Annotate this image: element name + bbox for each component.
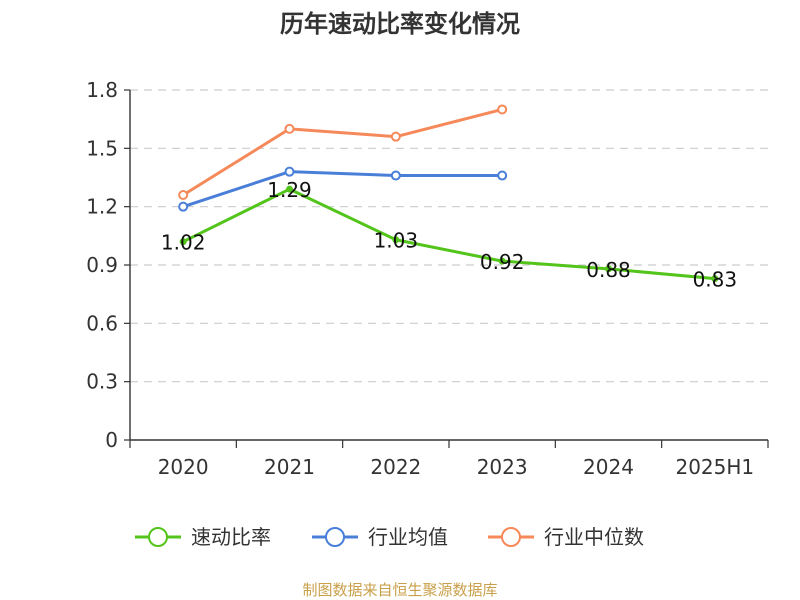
x-tick-label: 2021 [264, 455, 315, 479]
legend-item-0: 速动比率 [135, 525, 271, 549]
gridlines [130, 89, 768, 383]
series-0 [179, 185, 719, 283]
data-label: 0.88 [586, 258, 631, 282]
series-group [178, 104, 719, 283]
x-tick-label: 2025H1 [675, 455, 754, 479]
y-tick-label: 0.6 [86, 311, 118, 335]
y-tick-label: 1.5 [86, 136, 118, 160]
data-point [286, 185, 293, 193]
x-tick-label: 2023 [477, 455, 528, 479]
y-tick-label: 0 [105, 428, 118, 452]
data-point [711, 275, 719, 283]
y-tick-label: 0.9 [86, 253, 118, 277]
series-2 [178, 104, 508, 200]
data-label: 1.29 [267, 178, 312, 202]
x-tick-label: 2024 [583, 455, 634, 479]
data-labels: 1.02 1.29 1.03 0.92 0.88 0.83 [161, 178, 737, 291]
y-tick-label: 1.2 [86, 195, 118, 219]
series-line [182, 187, 715, 281]
legend-item-1: 行业均值 [312, 525, 448, 549]
legend-label: 速动比率 [191, 525, 271, 549]
tick-labels: 0 0.3 0.6 0.9 1.2 1.5 1.8 2020 2021 2022 2023 2024 2… [86, 78, 754, 479]
data-label: 0.83 [693, 268, 738, 292]
data-point [497, 170, 508, 181]
legend-marker [148, 527, 168, 547]
legend-label: 行业均值 [368, 525, 448, 549]
data-label: 1.03 [374, 229, 419, 253]
chart-title: 历年速动比率变化情况 [280, 10, 520, 38]
data-point [605, 265, 612, 273]
y-tick-label: 1.8 [86, 78, 118, 102]
data-label: 0.92 [480, 250, 525, 274]
series-line [182, 107, 503, 197]
x-tick-label: 2022 [370, 455, 421, 479]
legend-marker [501, 527, 521, 547]
data-label: 1.02 [161, 231, 206, 255]
legend-label: 行业中位数 [544, 525, 644, 549]
data-point [390, 170, 401, 181]
series-line [182, 170, 503, 209]
legend-marker [325, 527, 345, 547]
data-point [178, 190, 189, 200]
data-point [498, 257, 506, 265]
series-1 [178, 166, 508, 212]
data-point [497, 104, 508, 115]
x-tick-label: 2020 [158, 455, 209, 479]
legend: 速动比率 行业均值 行业中位数 [135, 525, 644, 549]
data-point [179, 238, 187, 246]
y-tick-label: 0.3 [86, 370, 118, 394]
source-note: 制图数据来自恒生聚源数据库 [302, 581, 497, 599]
data-point [390, 131, 401, 142]
axes [124, 89, 769, 448]
data-point [392, 236, 400, 244]
data-point [178, 201, 189, 212]
data-point [284, 123, 295, 134]
legend-item-2: 行业中位数 [488, 525, 644, 549]
data-point [284, 166, 295, 177]
